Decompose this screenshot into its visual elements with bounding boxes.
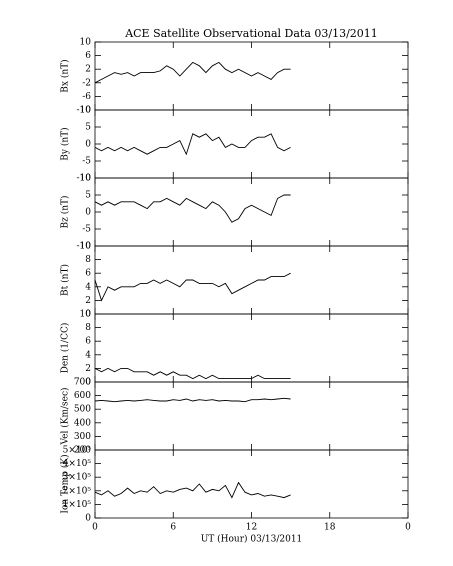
panel-frame — [94, 245, 409, 315]
x-axis-label: UT (Hour) 03/13/2011 — [201, 534, 303, 545]
y-tick-label: 8 — [85, 323, 91, 333]
x-tick-label: 0 — [405, 523, 411, 533]
y-tick-label: 200 — [74, 446, 91, 456]
y-tick-label: -5 — [82, 225, 91, 235]
y-tick-label: 10 — [80, 38, 92, 48]
y-axis-label: Bz (nT) — [60, 195, 71, 228]
y-tick-label: 0 — [85, 514, 91, 524]
y-tick-label: 6 — [85, 51, 91, 61]
y-tick-label: -6 — [82, 92, 91, 102]
y-tick-label: 2×10⁵ — [63, 486, 92, 496]
x-tick-label: 6 — [170, 523, 176, 533]
y-tick-label: 6 — [85, 269, 91, 279]
y-tick-label: -2 — [82, 78, 91, 88]
y-tick-label: 3×10⁵ — [63, 473, 92, 483]
y-tick-label: 10 — [80, 310, 92, 320]
y-tick-label: 2 — [85, 364, 91, 374]
data-line — [94, 61, 291, 84]
x-tick-label: 0 — [92, 523, 98, 533]
y-tick-label: 2 — [85, 296, 91, 306]
y-tick-label: 2 — [85, 65, 91, 75]
y-tick-label: 10 — [80, 242, 92, 252]
panel-frame — [94, 177, 409, 247]
y-tick-label: -5 — [82, 157, 91, 167]
data-line — [94, 481, 291, 499]
y-tick-label: 1×10⁵ — [63, 500, 92, 510]
y-tick-label: 0 — [85, 208, 91, 218]
y-tick-label: 0 — [85, 140, 91, 150]
y-tick-label: 8 — [85, 255, 91, 265]
y-axis-label: Bt (nT) — [60, 264, 71, 296]
panel-frame — [94, 109, 409, 179]
y-axis-label: Bx (nT) — [60, 59, 71, 92]
panel-frame — [94, 381, 409, 451]
data-line — [94, 194, 291, 223]
y-tick-label: 5 — [85, 191, 91, 201]
y-tick-label: 0 — [85, 310, 91, 320]
y-tick-label: 600 — [74, 391, 91, 401]
y-tick-label: 300 — [74, 432, 91, 442]
chart-title: ACE Satellite Observational Data 03/13/2… — [124, 27, 378, 40]
y-tick-label: 500 — [74, 405, 91, 415]
y-tick-label: 5×10⁵ — [63, 446, 92, 456]
y-tick-label: 6 — [85, 337, 91, 347]
data-line — [94, 272, 291, 302]
y-tick-label: 10 — [80, 174, 92, 184]
y-tick-label: 4×10⁵ — [63, 459, 92, 469]
y-tick-label: 400 — [74, 418, 91, 428]
y-tick-label: 5 — [85, 123, 91, 133]
y-tick-label: 700 — [74, 378, 91, 388]
data-line — [94, 367, 291, 380]
y-axis-label: Den (1/CC) — [60, 323, 71, 374]
y-tick-label: 4 — [85, 282, 91, 292]
x-tick-label: 18 — [324, 523, 336, 533]
panel-frame — [94, 449, 409, 519]
x-tick-label: 12 — [246, 523, 257, 533]
data-line — [94, 397, 291, 403]
y-tick-label: -10 — [77, 242, 92, 252]
y-tick-label: 0 — [85, 378, 91, 388]
y-axis-label: Vel (Km/sec) — [60, 387, 71, 445]
y-axis-label: Ion Temp (K) — [60, 454, 71, 513]
y-tick-label: 4 — [85, 350, 91, 360]
y-axis-label: By (nT) — [60, 127, 71, 160]
y-tick-label: -10 — [77, 106, 92, 116]
y-tick-label: 10 — [80, 106, 92, 116]
y-tick-label: -10 — [77, 174, 92, 184]
data-line — [94, 133, 291, 156]
